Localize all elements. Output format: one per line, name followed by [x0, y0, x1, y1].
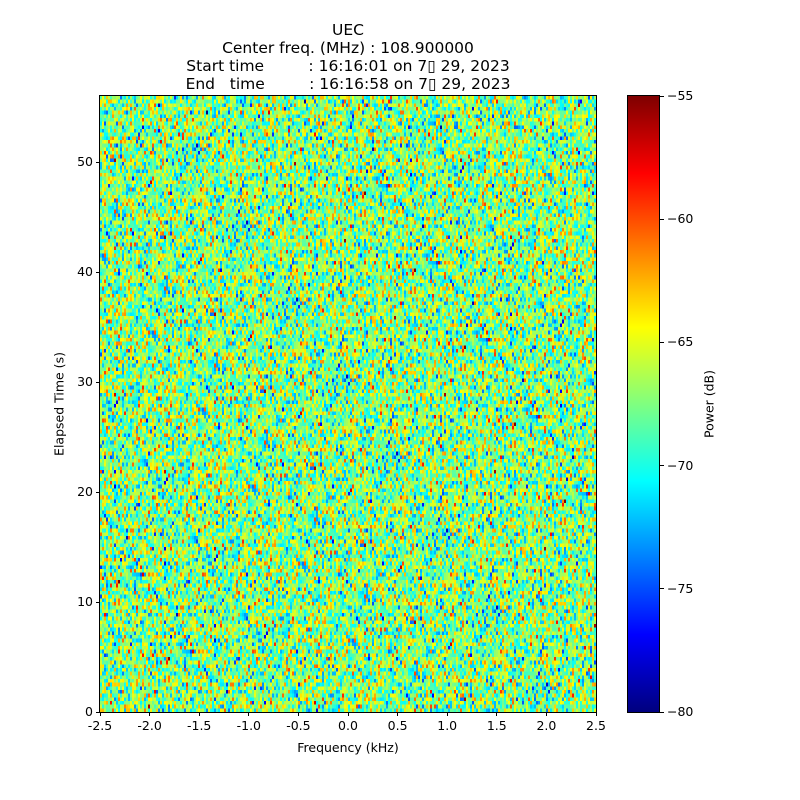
y-tick-label: 20 — [77, 484, 93, 499]
spectrogram-plot — [100, 96, 596, 712]
x-tick-label: -2.5 — [87, 718, 113, 733]
colorbar-tick-mark — [660, 341, 664, 343]
colorbar — [628, 96, 659, 712]
x-tick-mark — [545, 712, 547, 716]
x-tick-mark — [149, 712, 151, 716]
colorbar-tick-mark — [660, 711, 664, 713]
x-tick-label: 0.5 — [387, 718, 408, 733]
x-tick-mark — [297, 712, 299, 716]
colorbar-gradient — [628, 96, 659, 712]
x-tick-label: -1.5 — [186, 718, 212, 733]
x-tick-label: 0.0 — [338, 718, 358, 733]
x-tick-label: 1.5 — [486, 718, 507, 733]
y-tick-mark — [96, 711, 100, 713]
x-tick-label: 2.0 — [536, 718, 557, 733]
colorbar-tick-mark — [660, 218, 664, 220]
x-tick-label: -0.5 — [286, 718, 311, 733]
x-tick-mark — [99, 712, 101, 716]
x-tick-mark — [446, 712, 448, 716]
colorbar-label: Power (dB) — [701, 369, 717, 439]
x-tick-mark — [595, 712, 597, 716]
x-tick-mark — [248, 712, 250, 716]
colorbar-tick-mark — [660, 588, 664, 590]
chart-title-line-4: End time : 16:16:58 on 7▯ 29, 2023 — [185, 75, 511, 93]
x-tick-label: -2.0 — [137, 718, 162, 733]
colorbar-tick-label: −65 — [667, 334, 694, 350]
x-tick-label: -1.0 — [236, 718, 261, 733]
y-tick-mark — [96, 161, 100, 163]
colorbar-tick-label: −70 — [667, 457, 694, 473]
y-tick-mark — [96, 381, 100, 383]
chart-title-line-1: UEC — [332, 21, 364, 39]
y-axis-label: Elapsed Time (s) — [51, 352, 67, 456]
chart-title-line-2: Center freq. (MHz) : 108.900000 — [222, 39, 474, 57]
colorbar-tick-mark — [660, 95, 664, 97]
colorbar-tick-label: −75 — [667, 580, 694, 596]
x-tick-mark — [198, 712, 200, 716]
colorbar-tick-mark — [660, 465, 664, 467]
y-tick-label: 10 — [77, 594, 93, 609]
colorbar-tick-label: −60 — [667, 211, 694, 227]
y-tick-mark — [96, 491, 100, 493]
y-tick-label: 0 — [85, 704, 93, 719]
y-tick-label: 50 — [77, 154, 93, 169]
y-tick-label: 30 — [77, 374, 93, 389]
colorbar-tick-label: −55 — [667, 88, 694, 103]
x-axis-label: Frequency (kHz) — [297, 740, 399, 755]
spectrogram-heatmap — [100, 96, 596, 712]
x-tick-label: 2.5 — [586, 718, 606, 733]
y-tick-mark — [96, 271, 100, 273]
x-tick-mark — [397, 712, 399, 716]
colorbar-tick-label: −80 — [667, 704, 694, 719]
x-tick-mark — [496, 712, 498, 716]
x-tick-mark — [347, 712, 349, 716]
x-tick-label: 1.0 — [437, 718, 458, 733]
y-tick-mark — [96, 601, 100, 603]
chart-title-line-3: Start time : 16:16:01 on 7▯ 29, 2023 — [186, 57, 510, 75]
y-tick-label: 40 — [77, 264, 93, 279]
